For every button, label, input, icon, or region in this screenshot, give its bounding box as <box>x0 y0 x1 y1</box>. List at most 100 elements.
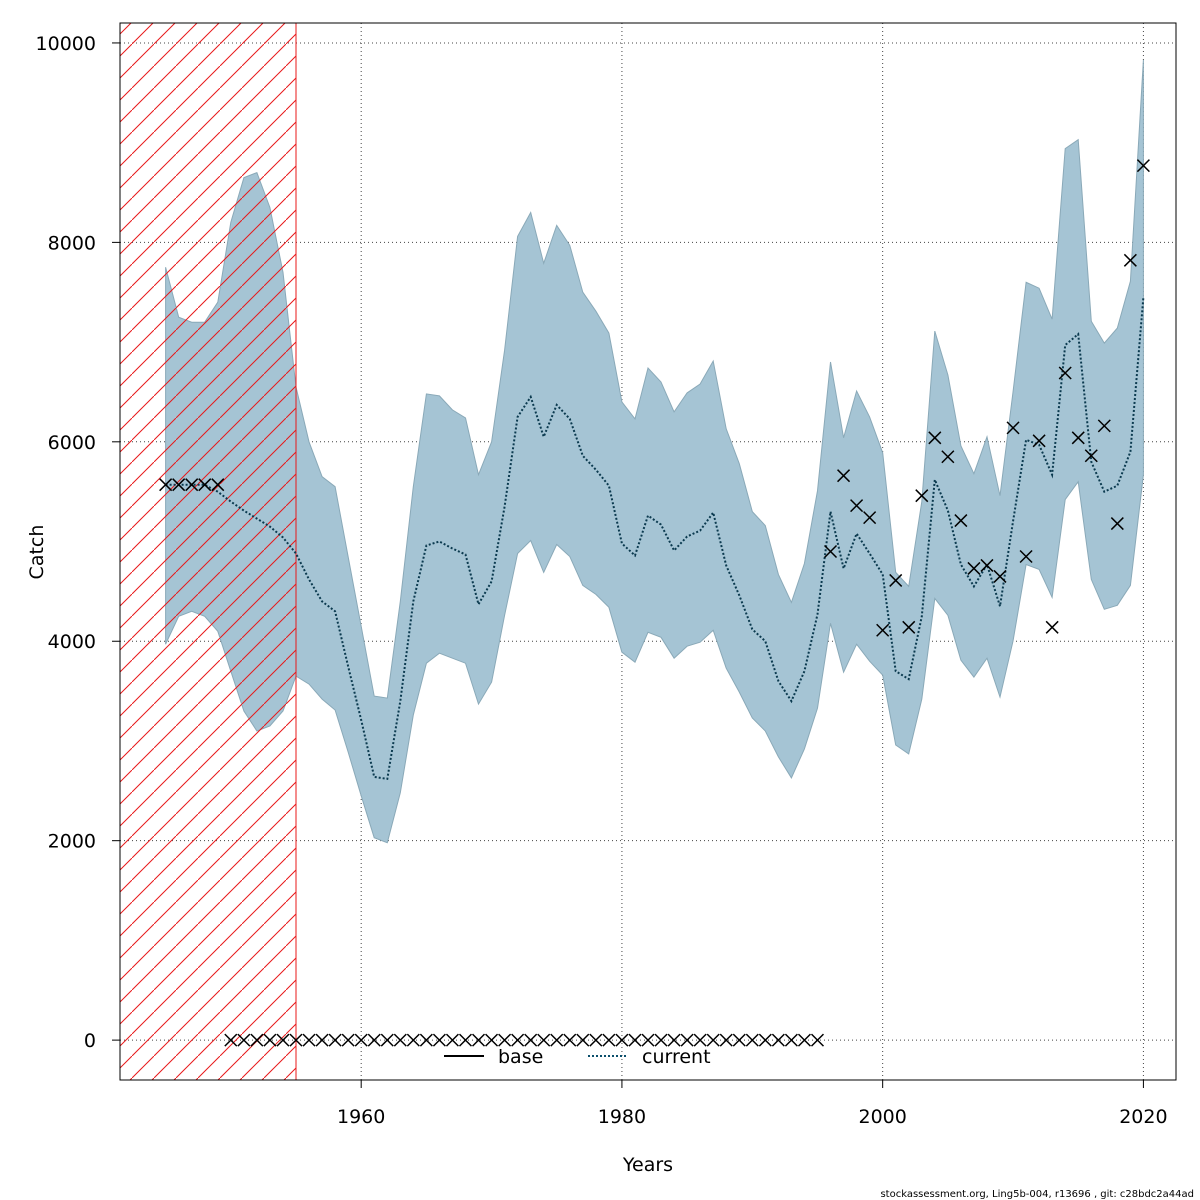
base-point <box>511 1033 525 1047</box>
base-point <box>589 1033 603 1047</box>
x-tick-label: 2000 <box>858 1106 906 1128</box>
base-point <box>393 1033 407 1047</box>
base-point <box>224 1033 238 1047</box>
footer-note: stockassessment.org, Ling5b-004, r13696 … <box>880 1189 1194 1200</box>
observed-point <box>1058 366 1072 380</box>
x-tick-label: 2020 <box>1119 1106 1167 1128</box>
x-tick-label: 1980 <box>598 1106 646 1128</box>
base-point <box>263 1033 277 1047</box>
series-lines <box>165 297 1145 781</box>
observed-point <box>1136 159 1150 173</box>
base-point <box>537 1033 551 1047</box>
data-markers <box>159 159 1150 1047</box>
observed-point <box>185 478 199 492</box>
base-point <box>732 1033 746 1047</box>
observed-point <box>211 478 225 492</box>
base-point <box>380 1033 394 1047</box>
observed-point <box>172 478 186 492</box>
y-axis-title: Catch <box>26 525 48 580</box>
y-tick-label: 10000 <box>36 33 96 55</box>
base-point <box>680 1033 694 1047</box>
base-point <box>445 1033 459 1047</box>
observed-point <box>159 478 173 492</box>
y-tick-label: 0 <box>84 1030 96 1052</box>
y-axis: 0 2000 4000 6000 8000 10000 <box>36 33 120 1052</box>
observed-point <box>915 489 929 503</box>
base-point <box>341 1033 355 1047</box>
base-point <box>406 1033 420 1047</box>
observed-point <box>954 514 968 528</box>
base-point <box>615 1033 629 1047</box>
base-point <box>237 1033 251 1047</box>
base-point <box>354 1033 368 1047</box>
observed-point <box>928 431 942 445</box>
y-tick-label: 4000 <box>48 631 96 653</box>
observed-point <box>863 511 877 525</box>
observed-point <box>1097 419 1111 433</box>
base-point <box>485 1033 499 1047</box>
base-point <box>289 1033 303 1047</box>
observed-point <box>876 623 890 637</box>
x-axis-title: Years <box>622 1154 673 1176</box>
observed-point <box>1110 517 1124 531</box>
base-point <box>667 1033 681 1047</box>
observed-point <box>941 450 955 464</box>
base-point <box>563 1033 577 1047</box>
legend: base current <box>444 1046 711 1068</box>
x-tick-label: 1960 <box>337 1106 385 1128</box>
base-point <box>432 1033 446 1047</box>
base-point <box>276 1033 290 1047</box>
base-point <box>654 1033 668 1047</box>
y-tick-label: 2000 <box>48 831 96 853</box>
base-point <box>419 1033 433 1047</box>
base-point <box>602 1033 616 1047</box>
base-point <box>328 1033 342 1047</box>
base-point <box>719 1033 733 1047</box>
y-tick-label: 8000 <box>48 232 96 254</box>
base-point <box>367 1033 381 1047</box>
observed-point <box>1123 253 1137 267</box>
observed-point <box>850 499 864 513</box>
observed-point <box>993 569 1007 583</box>
base-point <box>550 1033 564 1047</box>
series-current-line <box>165 297 1145 781</box>
base-point <box>641 1033 655 1047</box>
observed-point <box>980 558 994 572</box>
legend-base-label: base <box>498 1046 543 1068</box>
observed-point <box>1071 431 1085 445</box>
band-area <box>165 59 1144 844</box>
hatched-region <box>119 22 297 1081</box>
observed-point <box>1032 434 1046 448</box>
base-point <box>498 1033 512 1047</box>
plot-frame <box>119 22 1177 1081</box>
base-point <box>471 1033 486 1047</box>
observed-point <box>1045 620 1059 634</box>
base-point <box>524 1033 538 1047</box>
base-point <box>315 1033 329 1047</box>
base-point <box>771 1033 785 1047</box>
observed-point <box>967 561 981 575</box>
base-point <box>706 1033 720 1047</box>
hatched-rect <box>119 22 297 1081</box>
legend-current-label: current <box>642 1046 711 1068</box>
confidence-band <box>165 59 1144 844</box>
base-point <box>810 1033 825 1047</box>
base-point <box>302 1033 316 1047</box>
base-point <box>458 1033 473 1047</box>
base-point <box>628 1033 642 1047</box>
y-tick-label: 6000 <box>48 432 96 454</box>
base-point <box>250 1033 264 1047</box>
observed-point <box>1019 549 1033 564</box>
observed-point <box>902 620 916 634</box>
observed-point <box>1084 449 1098 463</box>
base-point <box>745 1033 759 1047</box>
base-point <box>758 1033 772 1047</box>
observed-point <box>889 573 903 587</box>
x-axis: 1960 1980 2000 2020 <box>337 1080 1168 1128</box>
base-point <box>693 1033 707 1047</box>
observed-point <box>1006 421 1020 435</box>
observed-point <box>837 469 851 483</box>
base-point <box>797 1033 811 1047</box>
observed-point <box>823 544 838 559</box>
base-point <box>784 1033 798 1047</box>
